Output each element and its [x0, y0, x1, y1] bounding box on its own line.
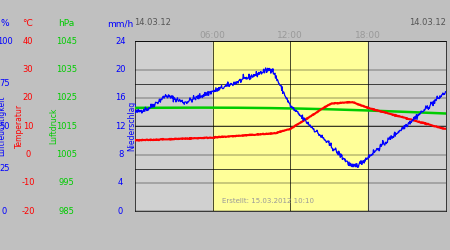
Text: 14.03.12: 14.03.12: [134, 18, 171, 27]
Text: 40: 40: [22, 37, 33, 46]
Text: 985: 985: [58, 207, 75, 216]
Text: 4: 4: [118, 178, 123, 188]
Text: 1025: 1025: [56, 94, 77, 102]
Bar: [368, 41, 446, 211]
Bar: [212, 41, 368, 211]
Text: Temperatur: Temperatur: [15, 104, 24, 148]
Text: 14.03.12: 14.03.12: [410, 18, 446, 27]
Text: 12: 12: [115, 122, 126, 131]
Text: 30: 30: [22, 65, 33, 74]
Text: 75: 75: [0, 79, 10, 88]
Text: 1035: 1035: [56, 65, 77, 74]
Text: mm/h: mm/h: [108, 19, 134, 28]
Text: 0: 0: [118, 207, 123, 216]
Text: Erstellt: 15.03.2012 10:10: Erstellt: 15.03.2012 10:10: [222, 198, 314, 204]
Text: %: %: [0, 19, 9, 28]
Text: 16: 16: [115, 94, 126, 102]
Bar: [135, 41, 212, 211]
Text: -20: -20: [21, 207, 35, 216]
Text: 50: 50: [0, 122, 10, 131]
Text: 0: 0: [25, 150, 31, 159]
Text: Luftfeuchtigkeit: Luftfeuchtigkeit: [0, 96, 6, 156]
Text: 25: 25: [0, 164, 10, 173]
Text: 20: 20: [115, 65, 126, 74]
Text: 10: 10: [22, 122, 33, 131]
Text: Niederschlag: Niederschlag: [127, 101, 136, 151]
Text: 20: 20: [22, 94, 33, 102]
Text: 24: 24: [115, 37, 126, 46]
Text: hPa: hPa: [58, 19, 75, 28]
Text: 995: 995: [58, 178, 74, 188]
Text: 8: 8: [118, 150, 123, 159]
Text: Luftdruck: Luftdruck: [50, 108, 58, 144]
Text: 1045: 1045: [56, 37, 77, 46]
Text: 0: 0: [2, 207, 7, 216]
Text: -10: -10: [21, 178, 35, 188]
Text: °C: °C: [22, 19, 33, 28]
Text: 1005: 1005: [56, 150, 77, 159]
Text: 1015: 1015: [56, 122, 77, 131]
Text: 100: 100: [0, 37, 13, 46]
